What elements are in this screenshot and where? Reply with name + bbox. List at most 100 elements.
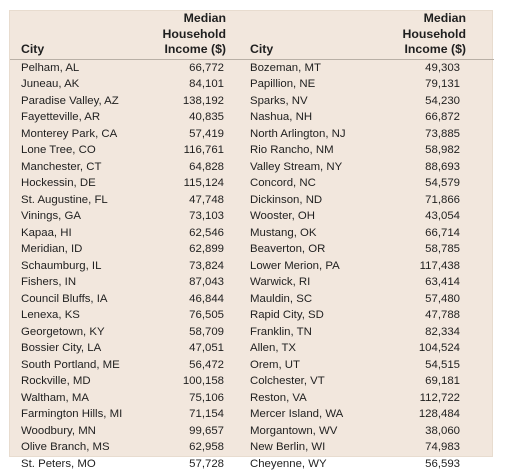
city-cell: Mercer Island, WA <box>240 406 378 423</box>
table-row: Pelham, AL 66,772 Bozeman, MT 49,303 <box>10 59 494 76</box>
income-cell: 66,872 <box>378 109 494 126</box>
table-row: Lenexa, KS 76,505 Rapid City, SD 47,788 <box>10 307 494 324</box>
table-row: Kapaa, HI 62,546 Mustang, OK 66,714 <box>10 225 494 242</box>
city-cell: Orem, UT <box>240 357 378 374</box>
table-row: St. Augustine, FL 47,748 Dickinson, ND 7… <box>10 192 494 209</box>
city-cell: Georgetown, KY <box>10 324 120 341</box>
income-column-header-left: Median Household Income ($) <box>120 11 240 59</box>
table-row: Council Bluffs, IA 46,844 Mauldin, SC 57… <box>10 291 494 308</box>
income-table-panel: City Median Household Income ($) City Me… <box>9 10 493 457</box>
table-row: Georgetown, KY 58,709 Franklin, TN 82,33… <box>10 324 494 341</box>
city-cell: Rapid City, SD <box>240 307 378 324</box>
city-cell: Warwick, RI <box>240 274 378 291</box>
city-cell: Pelham, AL <box>10 59 120 76</box>
city-cell: Monterey Park, CA <box>10 126 120 143</box>
income-cell: 47,748 <box>120 192 240 209</box>
income-cell: 71,866 <box>378 192 494 209</box>
table-row: Waltham, MA 75,106 Reston, VA 112,722 <box>10 390 494 407</box>
income-cell: 56,472 <box>120 357 240 374</box>
city-cell: St. Peters, MO <box>10 456 120 472</box>
income-header-line2: Income ($) <box>405 42 467 56</box>
income-cell: 74,983 <box>378 439 494 456</box>
table-row: Paradise Valley, AZ 138,192 Sparks, NV 5… <box>10 93 494 110</box>
city-cell: Meridian, ID <box>10 241 120 258</box>
city-column-header-left: City <box>10 11 120 59</box>
city-cell: Rio Rancho, NM <box>240 142 378 159</box>
income-header-line1: Median Household <box>402 11 466 41</box>
city-cell: Beaverton, OR <box>240 241 378 258</box>
city-cell: Sparks, NV <box>240 93 378 110</box>
income-cell: 73,824 <box>120 258 240 275</box>
income-cell: 87,043 <box>120 274 240 291</box>
city-cell: Juneau, AK <box>10 76 120 93</box>
table-row: St. Peters, MO 57,728 Cheyenne, WY 56,59… <box>10 456 494 472</box>
income-cell: 47,051 <box>120 340 240 357</box>
income-cell: 116,761 <box>120 142 240 159</box>
city-cell: Waltham, MA <box>10 390 120 407</box>
city-cell: North Arlington, NJ <box>240 126 378 143</box>
city-cell: Manchester, CT <box>10 159 120 176</box>
table-row: Manchester, CT 64,828 Valley Stream, NY … <box>10 159 494 176</box>
table-body: Pelham, AL 66,772 Bozeman, MT 49,303 Jun… <box>10 59 494 472</box>
city-cell: Schaumburg, IL <box>10 258 120 275</box>
income-cell: 58,785 <box>378 241 494 258</box>
income-table: City Median Household Income ($) City Me… <box>10 11 494 472</box>
income-cell: 54,230 <box>378 93 494 110</box>
city-column-header-right: City <box>240 11 378 59</box>
city-cell: Franklin, TN <box>240 324 378 341</box>
income-cell: 117,438 <box>378 258 494 275</box>
city-cell: Hockessin, DE <box>10 175 120 192</box>
table-row: Bossier City, LA 47,051 Allen, TX 104,52… <box>10 340 494 357</box>
city-cell: Kapaa, HI <box>10 225 120 242</box>
income-cell: 58,709 <box>120 324 240 341</box>
city-cell: Valley Stream, NY <box>240 159 378 176</box>
city-cell: Fishers, IN <box>10 274 120 291</box>
table-row: Olive Branch, MS 62,958 New Berlin, WI 7… <box>10 439 494 456</box>
city-cell: Colchester, VT <box>240 373 378 390</box>
income-cell: 46,844 <box>120 291 240 308</box>
income-cell: 112,722 <box>378 390 494 407</box>
income-cell: 104,524 <box>378 340 494 357</box>
income-cell: 100,158 <box>120 373 240 390</box>
income-cell: 57,728 <box>120 456 240 472</box>
city-cell: Mustang, OK <box>240 225 378 242</box>
income-cell: 69,181 <box>378 373 494 390</box>
city-cell: Concord, NC <box>240 175 378 192</box>
income-cell: 88,693 <box>378 159 494 176</box>
city-cell: Cheyenne, WY <box>240 456 378 472</box>
income-cell: 57,419 <box>120 126 240 143</box>
income-cell: 49,303 <box>378 59 494 76</box>
income-cell: 43,054 <box>378 208 494 225</box>
income-cell: 66,714 <box>378 225 494 242</box>
table-row: Fishers, IN 87,043 Warwick, RI 63,414 <box>10 274 494 291</box>
income-cell: 71,154 <box>120 406 240 423</box>
city-cell: Council Bluffs, IA <box>10 291 120 308</box>
income-cell: 58,982 <box>378 142 494 159</box>
income-cell: 73,103 <box>120 208 240 225</box>
income-cell: 64,828 <box>120 159 240 176</box>
income-cell: 38,060 <box>378 423 494 440</box>
city-cell: Lower Merion, PA <box>240 258 378 275</box>
income-cell: 84,101 <box>120 76 240 93</box>
city-cell: Papillion, NE <box>240 76 378 93</box>
income-cell: 79,131 <box>378 76 494 93</box>
table-row: Hockessin, DE 115,124 Concord, NC 54,579 <box>10 175 494 192</box>
income-column-header-right: Median Household Income ($) <box>378 11 494 59</box>
income-cell: 54,515 <box>378 357 494 374</box>
city-cell: Woodbury, MN <box>10 423 120 440</box>
income-cell: 47,788 <box>378 307 494 324</box>
table-row: Vinings, GA 73,103 Wooster, OH 43,054 <box>10 208 494 225</box>
city-cell: Wooster, OH <box>240 208 378 225</box>
city-cell: Morgantown, WV <box>240 423 378 440</box>
city-cell: Lenexa, KS <box>10 307 120 324</box>
city-cell: Mauldin, SC <box>240 291 378 308</box>
table-row: Lone Tree, CO 116,761 Rio Rancho, NM 58,… <box>10 142 494 159</box>
income-cell: 63,414 <box>378 274 494 291</box>
income-cell: 66,772 <box>120 59 240 76</box>
table-row: South Portland, ME 56,472 Orem, UT 54,51… <box>10 357 494 374</box>
income-cell: 76,505 <box>120 307 240 324</box>
table-row: Monterey Park, CA 57,419 North Arlington… <box>10 126 494 143</box>
city-cell: Allen, TX <box>240 340 378 357</box>
income-cell: 62,546 <box>120 225 240 242</box>
city-cell: Olive Branch, MS <box>10 439 120 456</box>
